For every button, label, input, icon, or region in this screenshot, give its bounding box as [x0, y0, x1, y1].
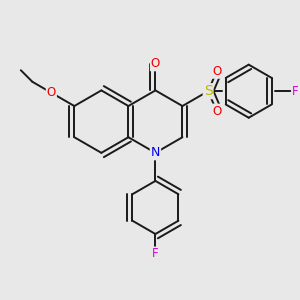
Text: N: N — [151, 146, 160, 159]
Text: F: F — [292, 85, 298, 98]
Text: O: O — [47, 86, 56, 99]
Text: O: O — [212, 105, 221, 118]
Text: O: O — [212, 65, 221, 78]
Text: F: F — [152, 248, 159, 260]
Text: S: S — [204, 84, 212, 98]
Text: O: O — [151, 57, 160, 70]
